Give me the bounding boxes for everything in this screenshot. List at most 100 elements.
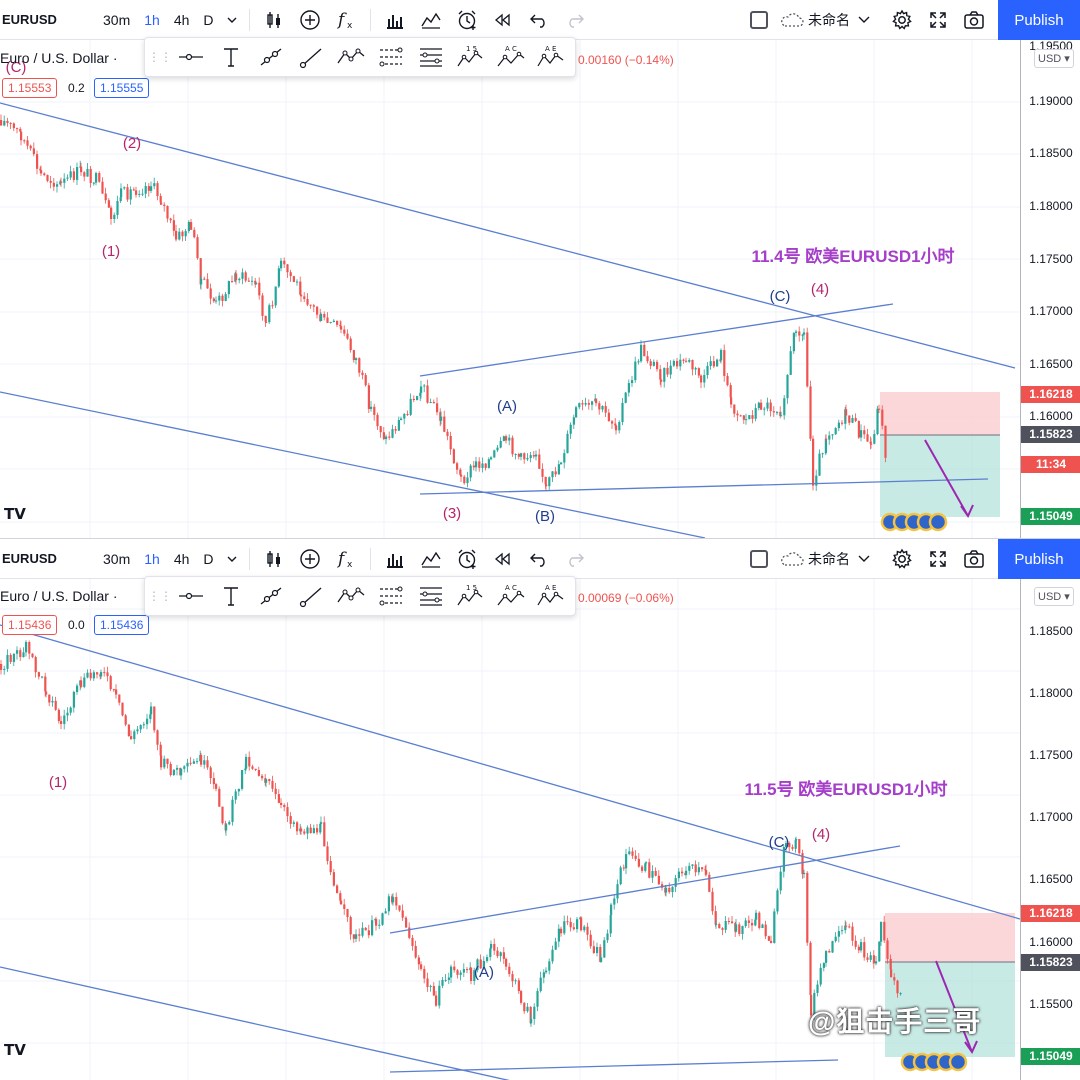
symbol-search[interactable]: EURUSD (2, 551, 57, 566)
candle-body (711, 891, 714, 912)
candle-body (119, 197, 122, 202)
drag-handle-icon[interactable]: ⋮⋮ (148, 589, 172, 603)
bid-price-box[interactable]: 1.15436 (2, 615, 58, 635)
compare-icon[interactable] (413, 3, 449, 37)
timeframe-4h[interactable]: 4h (173, 11, 190, 28)
settings-gear-icon[interactable] (884, 542, 920, 576)
indicators-plus-icon[interactable] (292, 3, 328, 37)
indicators-plus-icon[interactable] (292, 542, 328, 576)
select-checkbox[interactable] (750, 11, 768, 29)
candles-icon[interactable] (256, 542, 292, 576)
fib-retracement-icon[interactable] (371, 579, 411, 613)
trend-line-icon[interactable] (251, 40, 291, 74)
layout-name-menu[interactable]: 未命名 (778, 10, 870, 30)
candle-body (651, 870, 654, 878)
candle-body (274, 788, 277, 795)
path-tool-icon[interactable] (331, 40, 371, 74)
elliott-correction-wave-icon[interactable]: A C (491, 579, 531, 613)
elliott-triangle-wave-icon[interactable]: A E (531, 579, 571, 613)
candle-body (848, 415, 851, 423)
ask-price-box[interactable]: 1.15555 (94, 78, 150, 98)
drag-handle-icon[interactable]: ⋮⋮ (148, 50, 172, 64)
settings-gear-icon[interactable] (884, 3, 920, 37)
fib-extension-icon[interactable] (411, 40, 451, 74)
candle-body (112, 689, 115, 691)
timeframe-30m[interactable]: 30m (103, 550, 131, 567)
replay-icon[interactable] (485, 542, 521, 576)
candle-body (592, 946, 595, 954)
ask-price-box[interactable]: 1.15436 (94, 615, 150, 635)
fullscreen-icon[interactable] (920, 542, 956, 576)
scale-tick: 1.18500 (1029, 146, 1073, 160)
replay-icon[interactable] (485, 3, 521, 37)
fib-retracement-icon[interactable] (371, 40, 411, 74)
candle-body (358, 934, 361, 936)
ray-line-icon[interactable] (291, 40, 331, 74)
timeframe-30m[interactable]: 30m (103, 11, 131, 28)
candle-body (625, 854, 628, 869)
publish-button[interactable]: Publish (998, 0, 1080, 40)
candle-body (860, 430, 863, 438)
candle-body (361, 372, 364, 376)
price-chart-top[interactable]: (C) (1) (2) (3) (4) (A) (B) (C) 11.4号 欧美EURUSD1小… (0, 40, 1020, 538)
text-tool-icon[interactable] (211, 579, 251, 613)
candle-body (235, 273, 238, 281)
symbol-search[interactable]: EURUSD (2, 12, 57, 27)
candle-body (572, 417, 575, 425)
alert-clock-icon[interactable] (449, 3, 485, 37)
undo-icon[interactable] (521, 3, 557, 37)
layout-name-menu[interactable]: 未命名 (778, 549, 870, 569)
path-tool-icon[interactable] (331, 579, 371, 613)
currency-select[interactable]: USD ▾ (1034, 587, 1074, 606)
price-scale-top[interactable]: 1.19500 1.19000 1.18500 1.18000 1.17500 … (1020, 39, 1080, 538)
select-checkbox[interactable] (750, 550, 768, 568)
currency-select[interactable]: USD ▾ (1034, 49, 1074, 68)
elliott-triangle-wave-icon[interactable]: A E (531, 40, 571, 74)
compare-icon[interactable] (413, 542, 449, 576)
horizontal-ray-icon[interactable] (171, 40, 211, 74)
candle-body (258, 282, 261, 296)
candle-body (12, 653, 15, 662)
redo-icon[interactable] (557, 3, 593, 37)
publish-button[interactable]: Publish (998, 539, 1080, 579)
text-tool-icon[interactable] (211, 40, 251, 74)
price-scale-bottom[interactable]: 1.18500 1.18000 1.17500 1.17000 1.16500 … (1020, 579, 1080, 1080)
elliott-correction-wave-icon[interactable]: A C (491, 40, 531, 74)
candle-body (718, 924, 721, 929)
candle-body (221, 295, 224, 301)
timeframe-dropdown-icon[interactable] (221, 542, 243, 576)
fib-extension-icon[interactable] (411, 579, 451, 613)
price-chart-bottom[interactable]: (1)(3)(4)(A)(B)(C)11.5号 欧美EURUSD1小时 (0, 579, 1020, 1080)
timeframe-d[interactable]: D (203, 550, 214, 567)
target-price-tag: 1.15049 (1021, 508, 1080, 525)
candle-body (346, 333, 349, 339)
timeframe-1h[interactable]: 1h (144, 11, 160, 28)
timeframe-4h[interactable]: 4h (173, 550, 190, 567)
timeframe-1h[interactable]: 1h (144, 550, 160, 567)
redo-icon[interactable] (557, 542, 593, 576)
candle-body (286, 807, 289, 817)
candles-icon[interactable] (256, 3, 292, 37)
candle-body (755, 912, 758, 920)
candle-body (261, 775, 264, 779)
snapshot-camera-icon[interactable] (956, 3, 992, 37)
candle-body (854, 418, 857, 421)
timeframe-d[interactable]: D (203, 11, 214, 28)
fullscreen-icon[interactable] (920, 3, 956, 37)
trend-line-icon[interactable] (251, 579, 291, 613)
ray-line-icon[interactable] (291, 579, 331, 613)
horizontal-ray-icon[interactable] (171, 579, 211, 613)
undo-icon[interactable] (521, 542, 557, 576)
candle-body (694, 864, 697, 873)
bid-price-box[interactable]: 1.15553 (2, 78, 58, 98)
elliott-impulse-wave-icon[interactable]: 1 5 (451, 40, 491, 74)
timeframe-dropdown-icon[interactable] (221, 3, 243, 37)
elliott-impulse-wave-icon[interactable]: 1 5 (451, 579, 491, 613)
price-change: 0.00069 (−0.06%) (578, 591, 674, 605)
financials-icon[interactable] (377, 3, 413, 37)
snapshot-camera-icon[interactable] (956, 542, 992, 576)
financials-icon[interactable] (377, 542, 413, 576)
alert-clock-icon[interactable] (449, 542, 485, 576)
